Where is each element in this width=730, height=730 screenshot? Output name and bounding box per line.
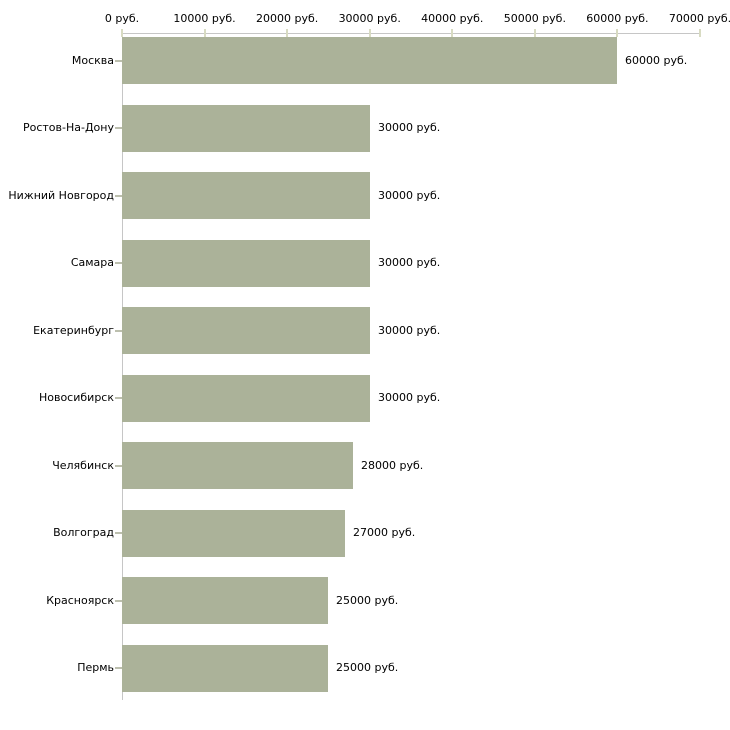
category-label: Челябинск <box>52 458 114 472</box>
bar <box>122 37 617 84</box>
bar <box>122 509 345 557</box>
y-axis-line <box>122 33 123 700</box>
x-tick-mark <box>699 29 701 37</box>
x-tick-mark <box>451 29 454 37</box>
bar <box>122 239 370 287</box>
category-label: Пермь <box>77 661 114 674</box>
value-label: 28000 руб. <box>361 458 424 472</box>
bar <box>122 577 328 624</box>
category-label: Красноярск <box>46 593 114 607</box>
bar <box>122 442 353 489</box>
y-tick-mark <box>115 397 122 399</box>
value-label: 60000 руб. <box>625 53 688 67</box>
y-tick-mark <box>115 464 122 467</box>
bar <box>122 104 370 152</box>
value-label: 30000 руб. <box>378 391 441 404</box>
category-label: Екатеринбург <box>33 323 114 337</box>
category-label: Ростов-На-Дону <box>22 121 114 134</box>
y-tick-mark <box>115 262 122 264</box>
value-label: 30000 руб. <box>378 323 441 337</box>
value-label: 30000 руб. <box>378 121 441 134</box>
x-tick-mark <box>616 29 619 37</box>
x-tick-label: 20000 руб. <box>256 12 319 25</box>
x-tick-label: 50000 руб. <box>503 12 566 25</box>
y-tick-mark <box>115 127 122 129</box>
value-label: 25000 руб. <box>336 593 399 607</box>
y-tick-mark <box>115 194 122 197</box>
value-label: 30000 руб. <box>378 188 441 202</box>
x-tick-mark <box>203 29 206 37</box>
value-label: 25000 руб. <box>336 661 399 674</box>
category-label: Волгоград <box>53 526 114 539</box>
category-label: Москва <box>71 53 114 67</box>
x-axis-line <box>122 33 701 34</box>
y-tick-mark <box>115 667 122 669</box>
x-tick-label: 30000 руб. <box>338 12 401 25</box>
value-label: 30000 руб. <box>378 256 441 269</box>
x-tick-mark <box>121 29 123 37</box>
x-tick-label: 60000 руб. <box>586 12 649 25</box>
x-tick-label: 10000 руб. <box>173 12 236 25</box>
category-label: Новосибирск <box>38 391 114 404</box>
x-tick-label: 0 руб. <box>104 12 140 25</box>
category-label: Самара <box>70 256 114 269</box>
y-tick-mark <box>115 59 122 62</box>
bar <box>122 644 328 692</box>
x-tick-label: 40000 руб. <box>421 12 484 25</box>
x-tick-mark <box>286 29 289 37</box>
x-tick-mark <box>533 29 536 37</box>
x-tick-label: 70000 руб. <box>668 12 730 25</box>
value-label: 27000 руб. <box>353 526 416 539</box>
category-label: Нижний Новгород <box>8 188 114 202</box>
bar <box>122 374 370 422</box>
y-tick-mark <box>115 329 122 332</box>
bar <box>122 172 370 219</box>
x-tick-mark <box>368 29 371 37</box>
y-tick-mark <box>115 532 122 534</box>
bar <box>122 307 370 354</box>
y-tick-mark <box>115 599 122 602</box>
